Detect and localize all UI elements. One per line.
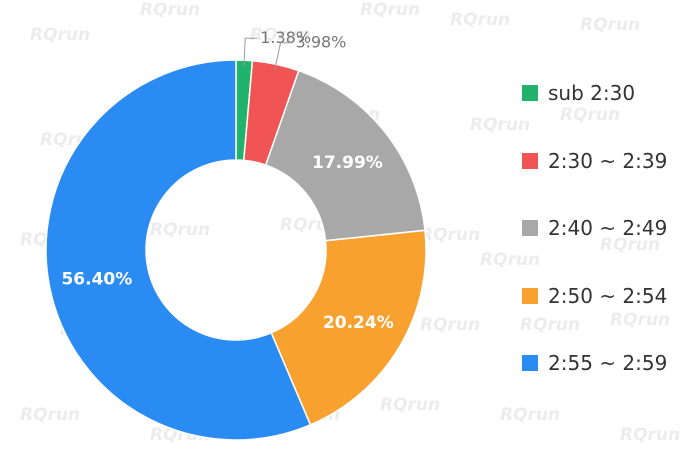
- legend-label: 2:50 ~ 2:54: [548, 283, 668, 308]
- legend-item-2-55-2-59[interactable]: 2:55 ~ 2:59: [522, 348, 667, 378]
- slice-2-50-2-54[interactable]: [270, 229, 427, 426]
- watermark-text: RQrun: [500, 405, 560, 425]
- legend-item-2-30-2-39[interactable]: 2:30 ~ 2:39: [522, 146, 667, 176]
- data-label: 17.99%: [312, 153, 383, 173]
- legend: sub 2:30 2:30 ~ 2:39 2:40 ~ 2:49 2:50 ~ …: [522, 78, 667, 416]
- legend-swatch: [522, 220, 538, 236]
- watermark-text: RQrun: [30, 25, 90, 45]
- slice-2-40-2-49[interactable]: [264, 69, 426, 242]
- legend-item-sub-2-30[interactable]: sub 2:30: [522, 78, 667, 108]
- leader-line: [243, 37, 258, 67]
- watermark-text: RQrun: [620, 425, 680, 445]
- watermark-text: RQrun: [560, 105, 620, 125]
- legend-item-2-50-2-54[interactable]: 2:50 ~ 2:54: [522, 281, 667, 311]
- watermark-text: RQrun: [150, 220, 210, 240]
- leader-line: [274, 42, 293, 71]
- watermark-text: RQrun: [420, 225, 480, 245]
- data-label: 1.38%: [260, 28, 311, 47]
- watermark-text: RQrun: [450, 10, 510, 30]
- legend-label: sub 2:30: [548, 81, 636, 105]
- watermark-text: RQrun: [360, 0, 420, 20]
- slices: [45, 59, 427, 441]
- legend-swatch: [522, 85, 538, 101]
- data-label: 56.40%: [61, 269, 132, 289]
- watermark-text: RQrun: [470, 115, 530, 135]
- legend-label: 2:40 ~ 2:49: [548, 216, 668, 240]
- watermark-text: RQrun: [420, 315, 480, 335]
- legend-label: 2:55 ~ 2:59: [548, 351, 668, 375]
- slice-2-55-2-59[interactable]: [45, 59, 312, 441]
- data-labels: 1.38%3.98% 17.99% 20.24% 56.40%: [61, 28, 393, 333]
- legend-item-2-40-2-49[interactable]: 2:40 ~ 2:49: [522, 213, 667, 243]
- watermark-text: RQrun: [580, 15, 640, 35]
- watermark-text: RQrun: [20, 405, 80, 425]
- watermark-text: RQrun: [600, 235, 660, 255]
- legend-swatch: [522, 355, 538, 371]
- data-label: 20.24%: [323, 313, 394, 333]
- watermark-text: RQrun: [250, 25, 310, 45]
- data-label: 3.98%: [296, 33, 347, 52]
- legend-label: 2:30 ~ 2:39: [548, 148, 668, 173]
- watermark-text: RQrun: [380, 395, 440, 415]
- watermark-text: RQrun: [610, 310, 670, 330]
- legend-swatch: [522, 152, 538, 169]
- legend-swatch: [522, 287, 538, 304]
- watermark-text: RQrun: [520, 315, 580, 335]
- watermark-text: RQrun: [140, 0, 200, 20]
- watermark-text: RQrun: [480, 250, 540, 270]
